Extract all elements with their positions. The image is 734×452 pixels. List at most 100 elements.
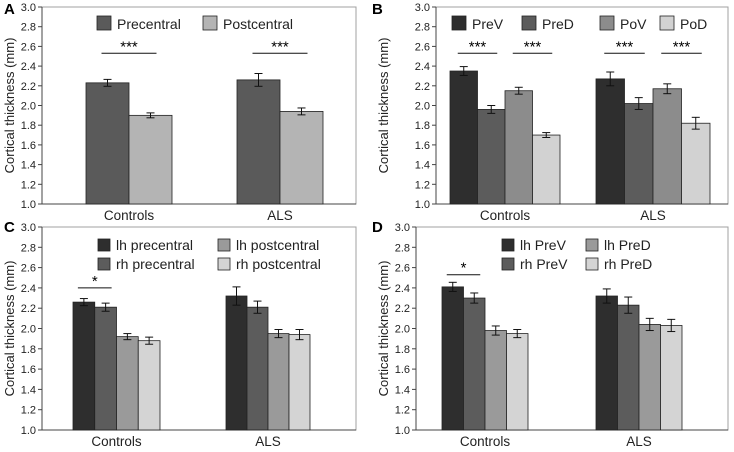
- panel-d-legend-swatch: [585, 257, 599, 271]
- panel-a-ytick-label: 1.6: [21, 140, 36, 152]
- panel-a-ytick-label: 2.4: [21, 61, 36, 73]
- panel-d-ytick-label: 2.6: [395, 263, 410, 275]
- panel-c-ytick-label: 2.0: [21, 324, 36, 336]
- panel-d-legend-label: rh PreD: [604, 256, 652, 272]
- panel-d-legend-label: rh PreV: [520, 256, 568, 272]
- panel-b-legend-swatch: [521, 15, 537, 31]
- panel-c-legend-swatch: [97, 238, 111, 252]
- panel-d-legend-swatch: [501, 257, 515, 271]
- panel-b-sig-label: ***: [524, 38, 542, 55]
- panel-b-sig-label: ***: [469, 38, 487, 55]
- panel-b-bar: [624, 103, 654, 205]
- panel-d-bar: [506, 333, 529, 431]
- panel-b-ytick-label: 2.4: [415, 61, 430, 73]
- panel-c-legend-label: rh precentral: [116, 256, 195, 272]
- panel-a-ytick-label: 1.4: [21, 160, 36, 172]
- panel-c-sig-label: *: [92, 273, 98, 290]
- panel-a-bar: [279, 111, 324, 205]
- panel-a-ytick-label: 2.2: [21, 81, 36, 93]
- panel-d-bar: [638, 324, 661, 431]
- panel-c-ytick-label: 2.4: [21, 283, 36, 295]
- panel-b-bar: [477, 109, 506, 205]
- panel-b-sig-label: ***: [673, 38, 691, 55]
- panel-c-ytick-label: 2.2: [21, 303, 36, 315]
- panel-b-ytick-label: 1.4: [415, 160, 430, 172]
- panel-d-ytick-label: 1.2: [395, 405, 410, 417]
- panel-c-legend-swatch: [217, 257, 231, 271]
- panel-c-ytick-label: 2.6: [21, 263, 36, 275]
- panel-a-sig-label: ***: [120, 38, 138, 55]
- panel-c-ytick-label: 1.2: [21, 405, 36, 417]
- panel-b-bar: [449, 70, 478, 205]
- panel-c-bar: [72, 301, 96, 431]
- panel-c-bar: [267, 333, 290, 431]
- panel-b-category-label: ALS: [640, 208, 666, 223]
- panel-b-ytick-label: 2.8: [415, 22, 430, 34]
- panel-c-category-label: ALS: [255, 434, 281, 449]
- panel-c-ytick-label: 1.0: [21, 425, 36, 437]
- panel-d-legend-label: lh PreD: [604, 237, 651, 253]
- panel-a-ytick-label: 2.0: [21, 101, 36, 113]
- panel-b-ytick-label: 2.6: [415, 41, 430, 53]
- panel-d-bar: [441, 286, 464, 431]
- panel-d-ytick-label: 1.6: [395, 364, 410, 376]
- panel-b-ytick-label: 1.8: [415, 120, 430, 132]
- panel-c-ytick-label: 3.0: [21, 222, 36, 234]
- panel-d-ytick-label: 1.0: [395, 425, 410, 437]
- panel-b-bar: [532, 134, 561, 205]
- panel-a-bar: [128, 114, 173, 205]
- panel-d-bar: [595, 295, 618, 431]
- panel-b-ytick-label: 1.6: [415, 140, 430, 152]
- panel-a-ytick-label: 2.6: [21, 41, 36, 53]
- panel-c-bar: [288, 334, 311, 431]
- panel-d-letter: D: [372, 219, 383, 236]
- panel-a-bar: [236, 79, 281, 205]
- panel-b: B 1.0 1.2 1.4 1.6 1.8 2.0 2.2 2.4 2.6 2.8 3.0 Cortic…: [372, 1, 729, 223]
- panel-c-ytick-label: 1.4: [21, 384, 36, 396]
- panel-a-ytick-label: 2.8: [21, 22, 36, 34]
- panel-b-bar: [681, 122, 711, 205]
- panel-d-sig-label: *: [461, 260, 467, 277]
- panel-b-ytick-label: 2.2: [415, 81, 430, 93]
- panel-d-ytick-label: 2.2: [395, 303, 410, 315]
- panel-c-ytick-label: 2.8: [21, 242, 36, 254]
- panel-d-ytick-label: 2.0: [395, 324, 410, 336]
- panel-a-category-label: ALS: [267, 208, 293, 223]
- panel-c-bar: [246, 306, 269, 431]
- panel-c-category-label: Controls: [91, 434, 142, 449]
- panel-d-bar: [617, 304, 640, 431]
- panel-a-legend-label: Postcentral: [223, 16, 293, 32]
- panel-d-bar: [484, 330, 507, 431]
- panel-b-bar: [504, 90, 533, 205]
- panel-d-legend-swatch: [501, 238, 515, 252]
- panel-a: A 1.0 1.2 1.4 1.6 1.8 2.0 2.2 2.4 2.6 2.8 3.0 Cortic…: [2, 1, 357, 223]
- panel-b-legend-label: PoD: [680, 16, 707, 32]
- panel-c: C 1.0 1.2 1.4 1.6 1.8 2.0 2.2 2.4 2.6 2.8 3.0 Cortic…: [2, 219, 357, 449]
- panel-c-bar: [94, 306, 117, 431]
- panel-c-legend-label: lh postcentral: [236, 237, 319, 253]
- panel-d-category-label: ALS: [626, 434, 652, 449]
- panel-d-ytick-label: 2.4: [395, 283, 410, 295]
- panel-d-ylabel: Cortical thickness (mm): [376, 261, 391, 397]
- panel-d-legend-swatch: [585, 238, 599, 252]
- panel-d-ytick-label: 2.8: [395, 242, 410, 254]
- panel-a-letter: A: [4, 1, 15, 18]
- panel-c-legend-label: lh precentral: [116, 237, 193, 253]
- panel-a-legend-label: Precentral: [117, 16, 181, 32]
- panel-c-bar: [225, 295, 248, 431]
- panel-b-ytick-label: 2.0: [415, 101, 430, 113]
- panel-d-bar: [660, 325, 683, 431]
- panel-d-ytick-label: 3.0: [395, 222, 410, 234]
- panel-d: D 1.0 1.2 1.4 1.6 1.8 2.0 2.2 2.4 2.6 2.8 3.0 Cortic…: [372, 219, 729, 449]
- panel-a-sig-label: ***: [271, 38, 289, 55]
- panel-b-bar: [595, 78, 625, 205]
- panel-b-letter: B: [372, 1, 383, 18]
- panel-b-ytick-label: 1.0: [415, 199, 430, 211]
- panel-a-ytick-label: 1.8: [21, 120, 36, 132]
- panel-c-legend-swatch: [217, 238, 231, 252]
- panel-c-bar: [137, 340, 161, 431]
- panel-a-legend-swatch: [96, 15, 112, 31]
- panel-d-bar: [463, 297, 486, 431]
- panel-b-legend-swatch: [451, 15, 467, 31]
